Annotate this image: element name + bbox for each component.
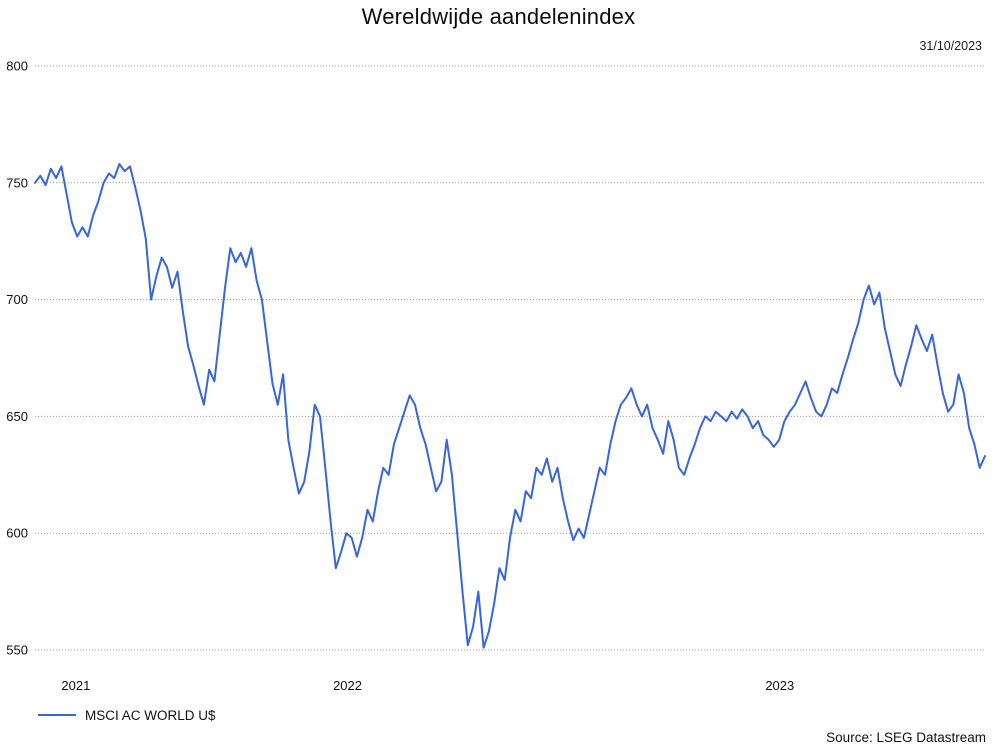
legend-series-label: MSCI AC WORLD U$	[85, 707, 216, 723]
x-axis-label-2023: 2023	[765, 678, 794, 693]
legend-line-swatch	[38, 714, 76, 716]
y-axis-label-600: 600	[6, 526, 28, 541]
y-axis-label-800: 800	[6, 59, 28, 74]
chart-title: Wereldwijde aandelenindex	[361, 4, 636, 29]
x-axis-label-2022: 2022	[333, 678, 362, 693]
y-axis-label-550: 550	[6, 643, 28, 658]
legend: MSCI AC WORLD U$	[38, 704, 216, 726]
source-label: Source: LSEG Datastream	[826, 730, 986, 745]
y-axis-label-700: 700	[6, 292, 28, 307]
y-axis-label-750: 750	[6, 175, 28, 190]
series-line-msci-ac-world	[34, 163, 986, 649]
date-label: 31/10/2023	[919, 39, 982, 53]
x-axis-label-2021: 2021	[61, 678, 90, 693]
y-axis-label-650: 650	[6, 409, 28, 424]
